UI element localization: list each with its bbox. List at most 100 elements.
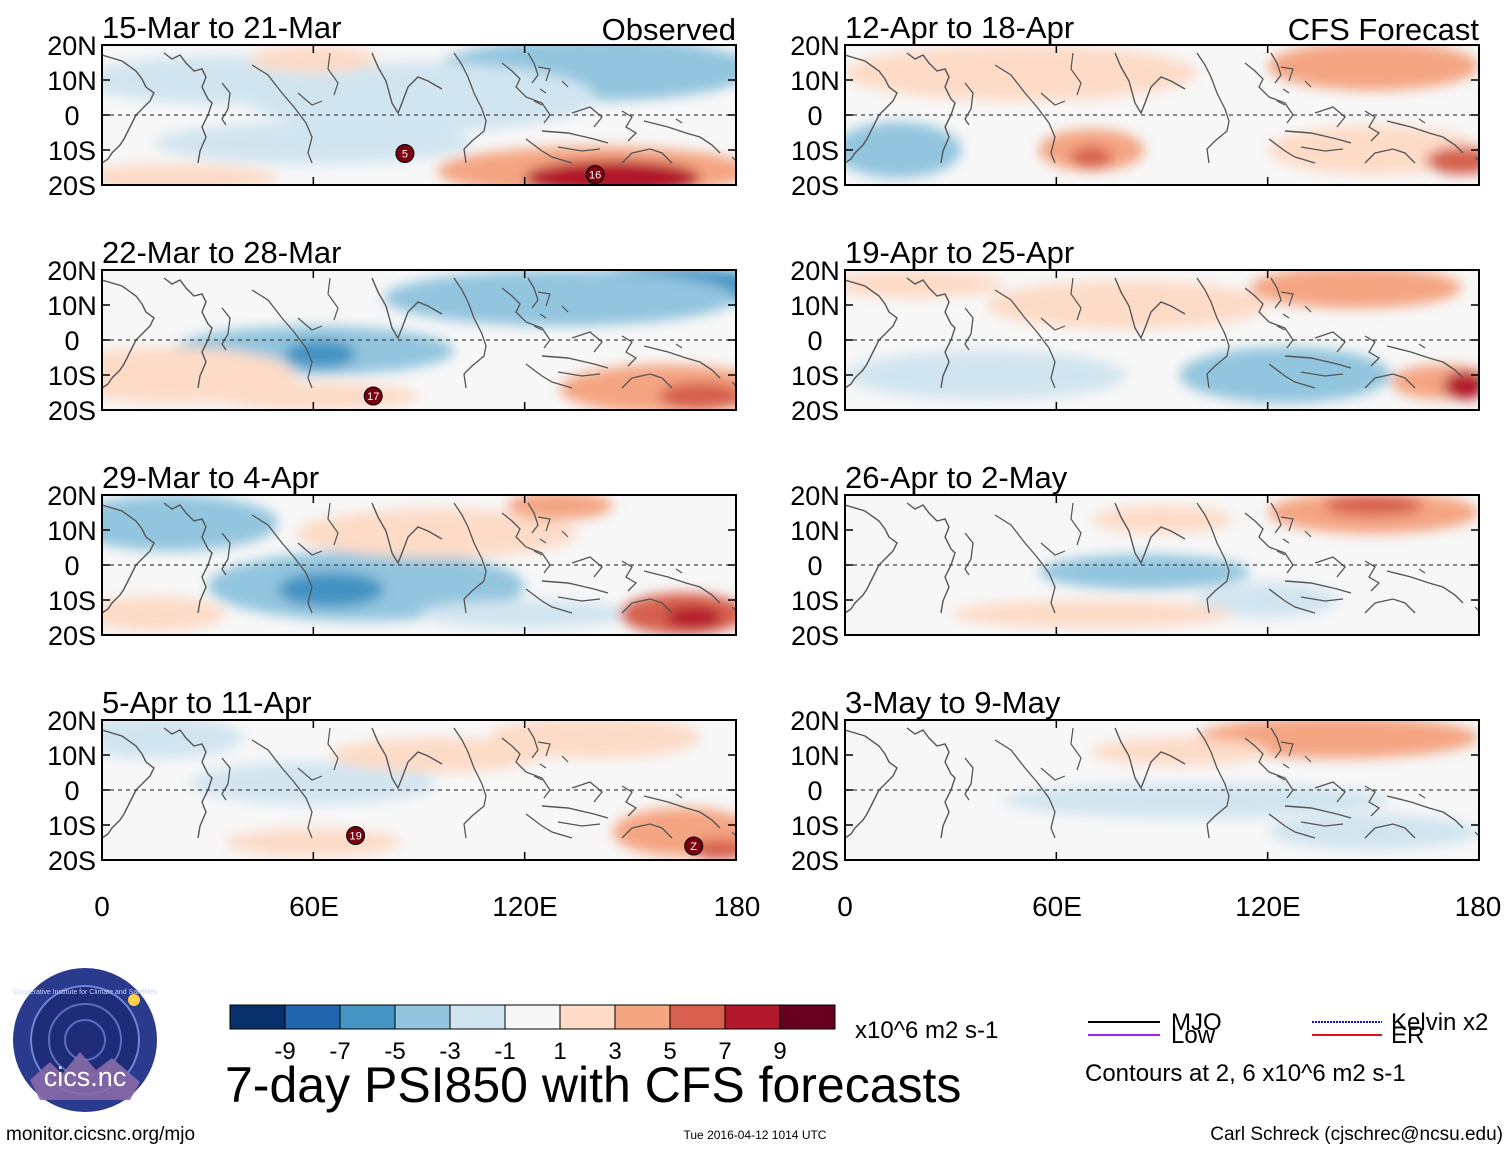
anomaly-shading	[1390, 364, 1479, 400]
footer-url: monitor.cicsnc.org/mjo	[6, 1124, 195, 1145]
colorbar-label: 1	[553, 1038, 566, 1065]
y-tick-label: 10N	[790, 66, 840, 96]
y-tick-label: 0	[64, 776, 79, 806]
anomaly-shading	[190, 762, 437, 804]
y-tick-label: 20S	[791, 621, 839, 651]
panel-title: 26-Apr to 2-May	[845, 460, 1068, 495]
colorbar-swatch	[504, 1004, 561, 1030]
cyclone-marker	[684, 836, 704, 856]
x-tick-label: 120E	[1235, 891, 1300, 922]
y-tick-label: 10S	[791, 811, 839, 841]
cyclone-label: 17	[367, 391, 379, 403]
y-tick-label: 20S	[48, 171, 96, 201]
logo-ring-text: Cooperative Institute for Climate and Sa…	[13, 989, 157, 996]
anomaly-shading	[1179, 347, 1391, 403]
y-tick-label: 10N	[47, 66, 97, 96]
map-panel: 17 20N 10N 0 10S 20S 22-Mar to 28-Mar	[47, 235, 737, 426]
anomaly-shading	[1070, 146, 1113, 168]
cyclone-marker	[363, 386, 383, 406]
panel-title: 12-Apr to 18-Apr	[845, 10, 1074, 45]
anomaly-shading	[1003, 783, 1391, 818]
x-tick-label: 180	[1455, 891, 1502, 922]
y-tick-label: 20S	[48, 396, 96, 426]
y-tick-label: 20N	[47, 31, 97, 61]
panel-title: 15-Mar to 21-Mar	[102, 10, 341, 45]
anomaly-shading	[1443, 371, 1479, 400]
y-tick-label: 10N	[790, 291, 840, 321]
y-tick-label: 10N	[790, 741, 840, 771]
anomaly-shading	[1250, 270, 1462, 309]
anomaly-shading	[985, 280, 1268, 330]
y-tick-label: 20S	[791, 396, 839, 426]
panel-title: 3-May to 9-May	[845, 685, 1061, 720]
anomaly-shading	[285, 340, 356, 368]
y-tick-label: 0	[807, 776, 822, 806]
anomaly-shading	[845, 270, 1004, 298]
legend-label-er: ER	[1391, 1022, 1424, 1049]
anomaly-shading	[489, 720, 701, 759]
cyclone-marker	[346, 826, 366, 845]
anomaly-shading	[1267, 125, 1479, 175]
y-tick-label: 20N	[47, 481, 97, 511]
cyclone-marker	[395, 144, 415, 163]
colorbar-swatch	[724, 1004, 781, 1030]
anomaly-shading	[1197, 720, 1479, 759]
anomaly-shading	[1267, 814, 1479, 850]
colorbar-label: -1	[494, 1038, 515, 1065]
colorbar-swatch	[229, 1004, 286, 1030]
cyclone-marker	[585, 165, 605, 184]
cyclone-label: 5	[402, 149, 408, 161]
anomaly-shading	[419, 600, 631, 628]
map-panel: 5 16 20N 10N 0 10S 20S 15-Mar to 21-Mar Observed	[47, 10, 737, 201]
x-tick-label: 60E	[289, 891, 339, 922]
colorbar-swatch	[779, 1004, 836, 1030]
anomaly-shading	[1324, 495, 1423, 516]
y-tick-label: 20S	[48, 621, 96, 651]
colorbar-swatch	[614, 1004, 671, 1030]
y-tick-label: 0	[807, 101, 822, 131]
x-tick-label: 120E	[492, 891, 557, 922]
y-tick-label: 0	[807, 551, 822, 581]
panel-corner-label: CFS Forecast	[1288, 12, 1480, 47]
y-tick-label: 10N	[47, 291, 97, 321]
panels: 5 16 20N 10N 0 10S 20S 15-Mar to 21-Mar Observed…	[47, 10, 1480, 876]
anomaly-shading	[154, 122, 472, 164]
colorbar-label: -9	[274, 1038, 295, 1065]
y-tick-label: 20N	[47, 706, 97, 736]
cics-logo: cics.nc Cooperative Institute for Climat…	[13, 968, 157, 1112]
x-tick-label: 0	[94, 891, 110, 922]
map-panel: 20N 10N 0 10S 20S 26-Apr to 2-May	[790, 460, 1480, 651]
y-tick-label: 10S	[48, 811, 96, 841]
footer-author: Carl Schreck (cjschrec@ncsu.edu)	[1210, 1124, 1503, 1145]
colorbar-label: 5	[663, 1038, 676, 1065]
map-panel: 19 Z 20N 10N 0 10S 20S 5-Apr to 11-Apr	[47, 685, 737, 876]
y-tick-label: 20N	[790, 481, 840, 511]
anomaly-shading	[1426, 146, 1479, 175]
cyclone-label: Z	[690, 841, 697, 853]
y-tick-label: 10S	[48, 136, 96, 166]
anomaly-shading	[102, 720, 243, 759]
y-tick-label: 20S	[791, 846, 839, 876]
contour-note: Contours at 2, 6 x10^6 m2 s-1	[1085, 1060, 1406, 1087]
anomaly-shading	[295, 509, 578, 558]
anomaly-shading	[249, 45, 377, 73]
anomaly-shading	[330, 737, 543, 773]
legend-label-low: Low	[1171, 1022, 1216, 1049]
map-panel: 20N 10N 0 10S 20S 12-Apr to 18-Apr CFS Forecas…	[790, 10, 1480, 201]
y-tick-label: 10S	[791, 361, 839, 391]
colorbar-swatch	[284, 1004, 341, 1030]
anomaly-shading	[665, 607, 722, 628]
anomaly-shading	[102, 596, 226, 632]
y-tick-label: 0	[64, 101, 79, 131]
colorbar-label: -7	[329, 1038, 350, 1065]
panel-title: 22-Mar to 28-Mar	[102, 235, 341, 270]
anomaly-shading	[845, 122, 962, 178]
x-tick-label: 0	[837, 891, 853, 922]
anomaly-shading	[1267, 45, 1479, 91]
colorbar-label: 3	[608, 1038, 621, 1065]
legend-label-kelvin: Kelvin x2	[1391, 1009, 1488, 1036]
anomaly-shading	[278, 572, 384, 607]
y-tick-label: 10N	[47, 741, 97, 771]
y-tick-label: 10S	[48, 586, 96, 616]
